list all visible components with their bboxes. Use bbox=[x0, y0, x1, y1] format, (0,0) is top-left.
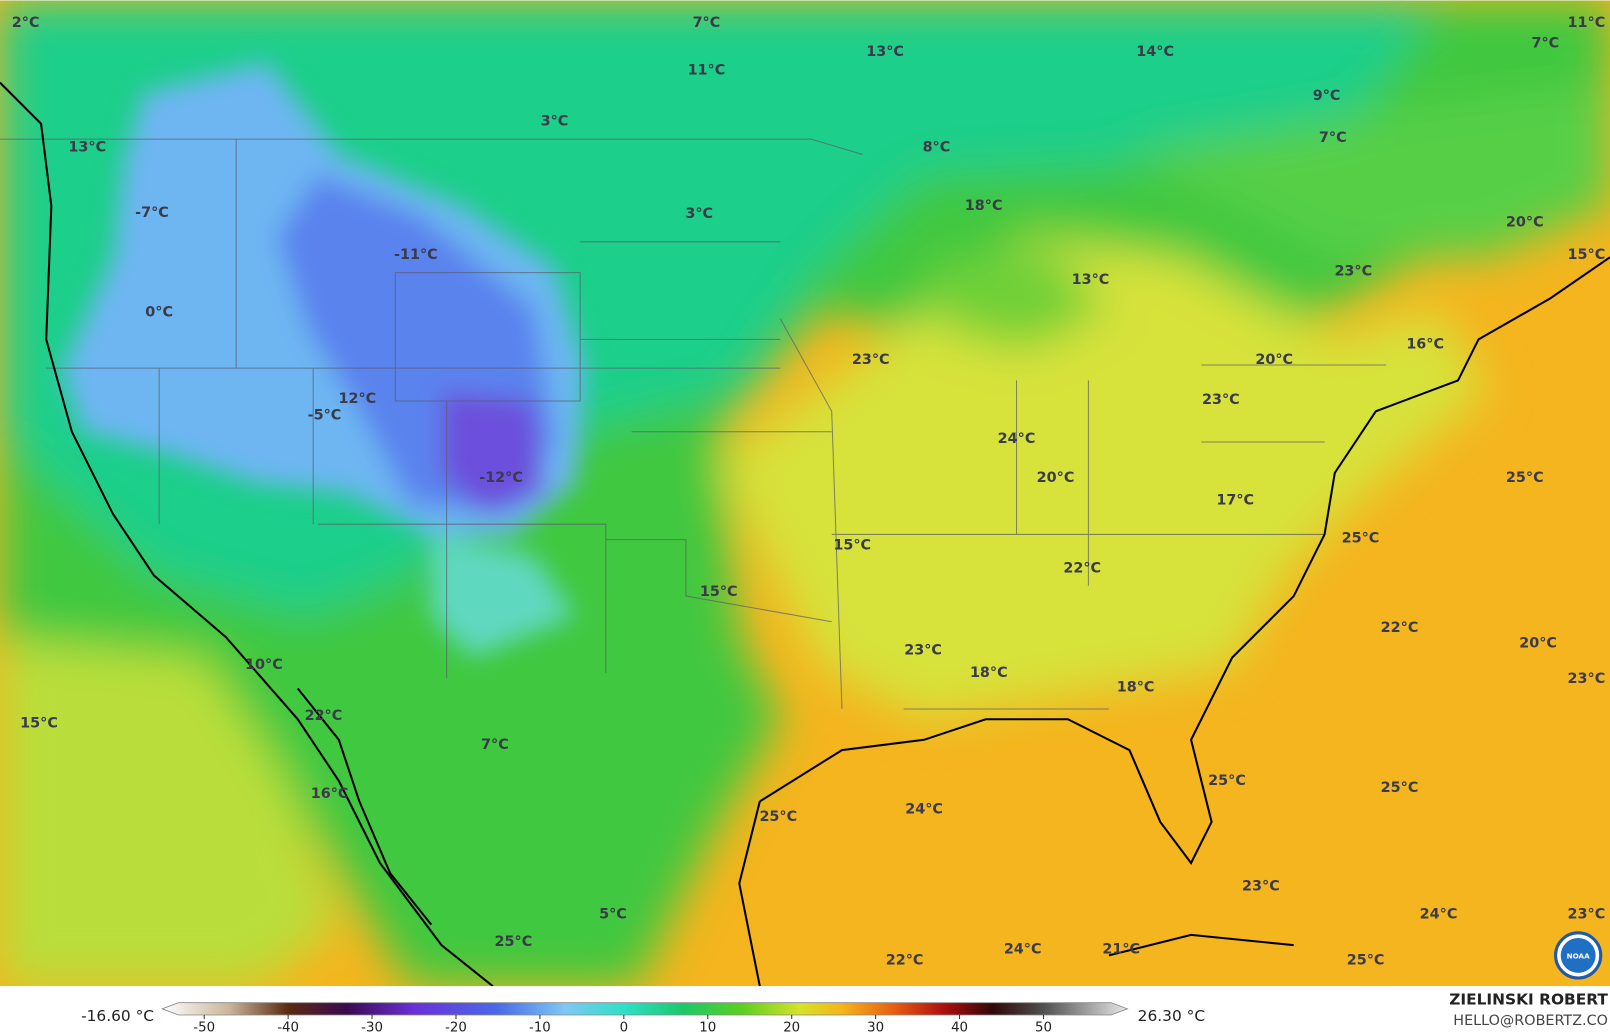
temperature-label: 23°C bbox=[904, 642, 942, 658]
temperature-label: 20°C bbox=[1037, 470, 1075, 486]
temperature-label: 13°C bbox=[1072, 272, 1110, 288]
colorbar-min-label: -16.60 °C bbox=[81, 1007, 154, 1025]
temperature-label: 7°C bbox=[1531, 36, 1559, 52]
temperature-label: 11°C bbox=[688, 62, 726, 78]
credit-name: ZIELINSKI ROBERT bbox=[1449, 991, 1608, 1009]
colorbar-tick-label: 10 bbox=[699, 1020, 716, 1035]
temperature-label: -11°C bbox=[394, 247, 438, 263]
colorbar-tick-label: -10 bbox=[529, 1020, 551, 1035]
temperature-label: 10°C bbox=[245, 657, 283, 673]
temperature-label: 25°C bbox=[1381, 780, 1419, 796]
temperature-label: -7°C bbox=[135, 205, 169, 221]
temperature-label: 18°C bbox=[1117, 679, 1155, 695]
colorbar-tick-label: -20 bbox=[445, 1020, 467, 1035]
colorbar-tick-label: 30 bbox=[867, 1020, 884, 1035]
colorbar-tick-label: 50 bbox=[1035, 1020, 1052, 1035]
temperature-label: 23°C bbox=[852, 352, 890, 368]
temperature-label: 24°C bbox=[1004, 941, 1042, 957]
temperature-label: 11°C bbox=[1568, 15, 1606, 31]
temperature-label: -12°C bbox=[479, 470, 523, 486]
temperature-label: 22°C bbox=[305, 708, 343, 724]
temperature-label: 22°C bbox=[886, 953, 924, 969]
colorbar-max-label: 26.30 °C bbox=[1138, 1007, 1205, 1025]
temperature-field bbox=[0, 0, 1610, 987]
temperature-label: 7°C bbox=[693, 15, 721, 31]
temperature-label: 12°C bbox=[338, 391, 376, 407]
temperature-label: 3°C bbox=[541, 114, 569, 130]
temperature-label: 24°C bbox=[1420, 906, 1458, 922]
temperature-label: 5°C bbox=[599, 906, 627, 922]
temperature-label: 24°C bbox=[905, 802, 943, 818]
temperature-label: 14°C bbox=[1136, 44, 1174, 60]
colorbar-tick-label: 40 bbox=[951, 1020, 968, 1035]
temperature-label: 21°C bbox=[1102, 941, 1140, 957]
temperature-label: 23°C bbox=[1242, 879, 1280, 895]
temperature-label: 13°C bbox=[68, 139, 106, 155]
temperature-label: 20°C bbox=[1255, 352, 1293, 368]
temperature-label: -5°C bbox=[308, 407, 342, 423]
state-borders bbox=[0, 138, 1387, 710]
temperature-label: 23°C bbox=[1334, 264, 1372, 280]
temperature-label: 25°C bbox=[759, 809, 797, 825]
temperature-label: 15°C bbox=[833, 538, 871, 554]
temperature-label: 0°C bbox=[145, 305, 173, 321]
temperature-label: 20°C bbox=[1506, 214, 1544, 230]
temperature-label: 3°C bbox=[685, 206, 713, 222]
temperature-label: 17°C bbox=[1216, 493, 1254, 509]
temperature-label: 23°C bbox=[1568, 671, 1606, 687]
colorbar-bar bbox=[161, 1002, 1129, 1016]
temperature-label: 20°C bbox=[1519, 635, 1557, 651]
colorbar-tick-label: -40 bbox=[277, 1020, 299, 1035]
temperature-label: 15°C bbox=[1568, 247, 1606, 263]
coastline bbox=[0, 81, 1610, 987]
temperature-label: 25°C bbox=[495, 934, 533, 950]
temperature-label: 16°C bbox=[311, 786, 349, 802]
temperature-label: 22°C bbox=[1381, 620, 1419, 636]
temperature-label: 9°C bbox=[1313, 88, 1341, 104]
noaa-logo: NOAA bbox=[1554, 931, 1603, 980]
colorbar-tick-label: -50 bbox=[193, 1020, 215, 1035]
temperature-label: 13°C bbox=[866, 44, 904, 60]
temperature-label: 23°C bbox=[1202, 392, 1240, 408]
temperature-label: 18°C bbox=[970, 665, 1008, 681]
temperature-label: 25°C bbox=[1506, 470, 1544, 486]
temperature-label: 25°C bbox=[1347, 953, 1385, 969]
temperature-label: 7°C bbox=[1319, 130, 1347, 146]
temperature-label: 2°C bbox=[12, 15, 40, 31]
temperature-label: 25°C bbox=[1342, 531, 1380, 547]
temperature-label: 25°C bbox=[1208, 773, 1246, 789]
credit-email: HELLO@ROBERTZ.CO bbox=[1453, 1013, 1608, 1029]
colorbar: -50 -40 -30 -20 -10 0 10 20 30 40 50 -16.60 °C 26.30… bbox=[81, 1002, 1205, 1035]
temperature-label: 15°C bbox=[20, 715, 58, 731]
temperature-label: 16°C bbox=[1406, 336, 1444, 352]
colorbar-tick-label: 0 bbox=[620, 1020, 628, 1035]
temperature-label: 18°C bbox=[965, 198, 1003, 214]
logo-text: NOAA bbox=[1567, 951, 1590, 960]
temperature-label: 7°C bbox=[481, 737, 509, 753]
temperature-label: 23°C bbox=[1568, 906, 1606, 922]
temperature-label: 15°C bbox=[700, 584, 738, 600]
temperature-label: 8°C bbox=[923, 139, 951, 155]
colorbar-tick-label: -30 bbox=[361, 1020, 383, 1035]
temperature-label: 24°C bbox=[998, 431, 1036, 447]
temperature-label: 22°C bbox=[1063, 560, 1101, 576]
colorbar-tick-label: 20 bbox=[783, 1020, 800, 1035]
